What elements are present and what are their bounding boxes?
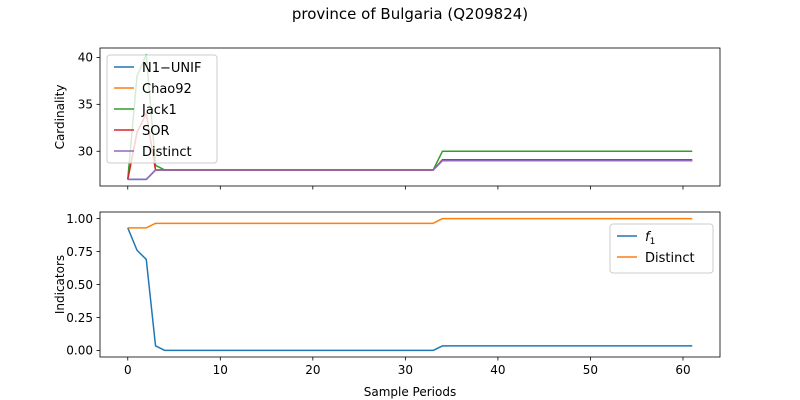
x-tick-label: 20	[305, 363, 320, 377]
x-tick-label: 60	[675, 363, 690, 377]
y-tick-label: 30	[78, 145, 93, 159]
x-tick-label: 40	[490, 363, 505, 377]
chart-panels: 30 35 40 Cardinality N1−UNIF Chao92 Jack1 SOR Di…	[53, 47, 721, 377]
x-tick-label: 30	[398, 363, 413, 377]
legend-box	[106, 54, 218, 164]
y-axis-label: Cardinality	[53, 85, 67, 150]
x-tick-label: 50	[583, 363, 598, 377]
series-line-2	[127, 217, 693, 229]
legend: N1−UNIF Chao92 Jack1 SOR Distinct	[106, 54, 218, 164]
legend-label: Jack1	[141, 103, 177, 118]
legend-label: f1	[645, 230, 655, 247]
x-tick-label: 10	[213, 363, 228, 377]
y-tick-label: 0.25	[66, 311, 93, 325]
y-axis-label: Indicators	[53, 255, 67, 314]
legend-label: N1−UNIF	[142, 61, 201, 76]
x-axis-label: Sample Periods	[364, 385, 456, 399]
legend-label: SOR	[142, 124, 170, 139]
x-tick-label: 0	[124, 363, 132, 377]
series-line-5	[127, 159, 693, 181]
legend-label: Distinct	[645, 251, 695, 266]
y-tick-label: 35	[78, 98, 93, 112]
y-tick-label: 1.00	[66, 212, 93, 226]
panel-2: 0.00 0.25 0.50 0.75 1.00 0 10 20 30 40 50 60 Indicat…	[53, 211, 721, 377]
y-tick-label: 0.50	[66, 278, 93, 292]
legend: f1 Distinct	[609, 223, 714, 274]
plot-frame	[99, 47, 721, 187]
legend-label: Distinct	[142, 145, 192, 160]
panel-1: 30 35 40 Cardinality N1−UNIF Chao92 Jack1 SOR Di…	[53, 47, 721, 190]
legend-label: Chao92	[142, 82, 192, 97]
y-tick-label: 0.00	[66, 344, 93, 358]
y-tick-label: 0.75	[66, 245, 93, 259]
chart-title: province of Bulgaria (Q209824)	[292, 5, 528, 23]
y-tick-label: 40	[78, 51, 93, 65]
series-line-1	[127, 227, 693, 352]
